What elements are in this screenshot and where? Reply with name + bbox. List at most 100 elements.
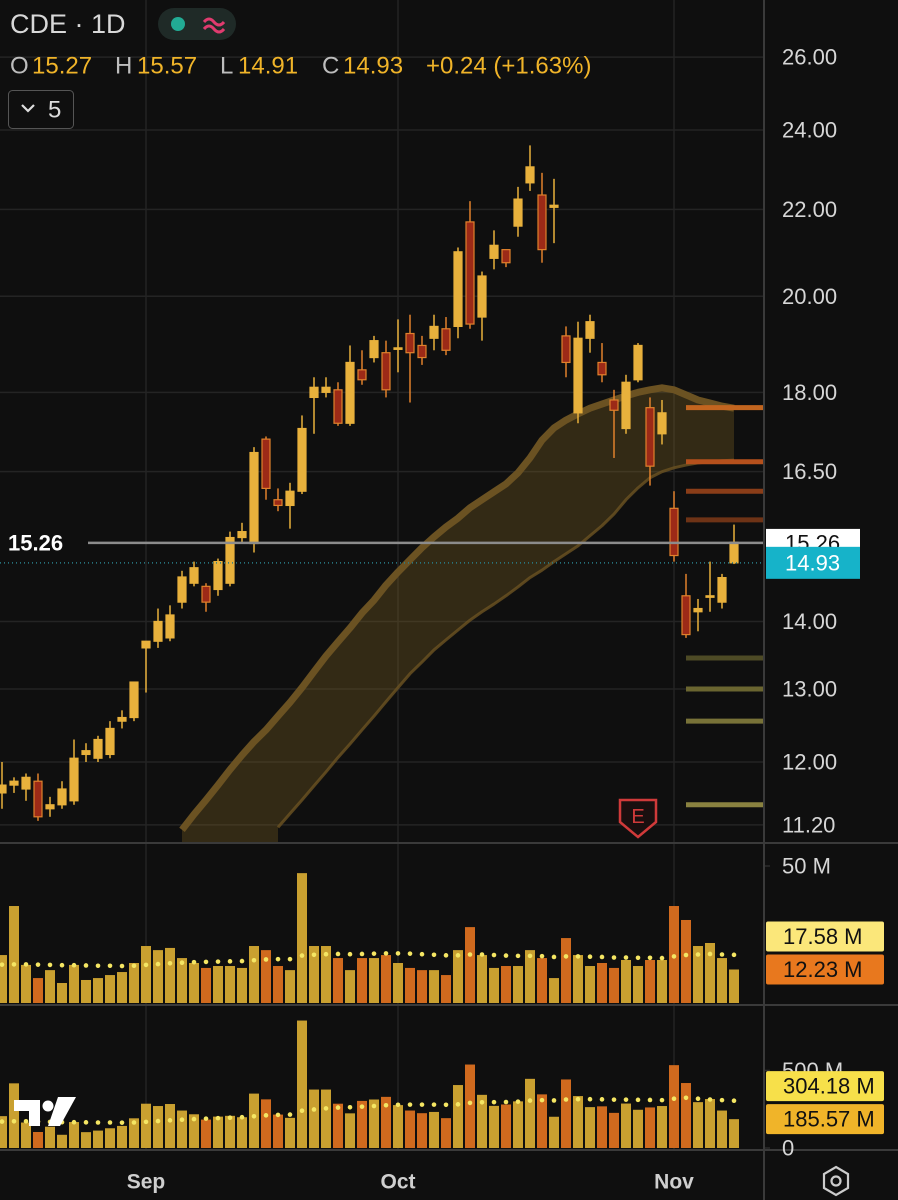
x-tick-label: Oct	[380, 1171, 415, 1194]
value-tag-label: 17.58 M	[783, 924, 863, 949]
volume-bar	[393, 963, 403, 1003]
volume-bar	[249, 1093, 259, 1148]
volume-bar	[249, 946, 259, 1003]
ma-dot	[143, 962, 149, 968]
volume-bar	[705, 1099, 715, 1148]
ma-dot	[551, 954, 557, 960]
ma-dot	[35, 962, 41, 967]
volume-bar	[477, 955, 487, 1003]
ma-dot	[227, 959, 233, 964]
y-tick-label: 12.00	[782, 750, 837, 775]
volume-bar	[9, 1083, 19, 1148]
status-pill[interactable]	[158, 8, 236, 40]
ma-dot	[71, 1119, 77, 1125]
volume-bar	[57, 1134, 67, 1148]
ma-dot	[179, 960, 185, 966]
candle-body	[285, 490, 295, 507]
candle-body	[417, 344, 427, 359]
value-tag	[766, 954, 884, 985]
volume-bar	[225, 1115, 235, 1148]
ma-dot	[551, 1098, 557, 1103]
candle-body	[453, 251, 463, 328]
candle-body	[0, 784, 7, 794]
volume-bar	[549, 1116, 559, 1148]
ma-dot	[731, 952, 737, 958]
earnings-marker[interactable]	[618, 798, 658, 839]
ma-dot	[167, 960, 173, 966]
status-dot	[171, 17, 185, 31]
volume-bar	[69, 964, 79, 1003]
price-pane	[0, 145, 764, 843]
volume-bar	[129, 963, 139, 1003]
ma-dot	[407, 951, 413, 956]
ma-dot	[251, 1113, 257, 1119]
logo	[48, 1097, 76, 1126]
ma-dot	[371, 1103, 377, 1109]
candle-body	[633, 344, 643, 381]
ma-dot	[563, 1097, 569, 1102]
ma-dot	[587, 954, 593, 959]
ohlc-value: 15.27	[32, 53, 92, 80]
candle-body	[321, 386, 331, 393]
candle-body	[381, 352, 391, 391]
settings-icon[interactable]	[822, 1165, 850, 1197]
volume-bar	[273, 966, 283, 1003]
ma-dot	[311, 1107, 317, 1112]
logo	[42, 1100, 54, 1112]
ma-dot	[455, 1102, 461, 1107]
ma-dot	[0, 962, 5, 967]
y-tick-label: 14.00	[782, 609, 837, 634]
candle-body	[501, 249, 511, 264]
volume-bar	[489, 967, 499, 1003]
candle-body	[249, 451, 259, 545]
ma-dot	[0, 1119, 5, 1124]
volume-bar	[309, 1089, 319, 1148]
candle-body	[237, 531, 247, 539]
ma-dot	[623, 955, 629, 960]
ma-dot	[215, 1115, 221, 1121]
ma-dot	[287, 1112, 293, 1117]
candle-body	[141, 640, 151, 649]
ohlc-label: L	[220, 53, 233, 80]
ma-dot	[671, 1096, 677, 1102]
value-tag	[766, 1104, 884, 1135]
plot-layer	[0, 145, 764, 1148]
volume-bar	[105, 975, 115, 1003]
ma-dot	[467, 952, 473, 957]
candle-body	[57, 788, 67, 806]
ma-dot	[311, 952, 317, 958]
chart-title: CDE · 1D	[10, 9, 126, 39]
candle-body	[81, 750, 91, 756]
y-tick-label: 16.50	[782, 459, 837, 484]
candle-body	[717, 577, 727, 603]
volume-bar	[213, 966, 223, 1003]
ohlc-value: 14.91	[238, 53, 298, 80]
volume-bar	[441, 1118, 451, 1148]
volume-bar	[33, 978, 43, 1003]
volume-bar	[33, 1131, 43, 1148]
candle-body	[609, 399, 619, 411]
ma-dot	[83, 1120, 89, 1125]
ma-dot	[599, 1097, 605, 1102]
volume-bar	[705, 943, 715, 1003]
volume-bar	[321, 1089, 331, 1148]
candle-body	[105, 727, 115, 756]
indicator-count: 5	[48, 97, 61, 124]
volume-bar	[405, 1110, 415, 1148]
candle-body	[45, 804, 55, 810]
volume-bar	[381, 955, 391, 1003]
volume-bar	[465, 927, 475, 1003]
ma-dot	[131, 1120, 137, 1125]
ma-dot	[695, 952, 701, 957]
volume-bar	[201, 1119, 211, 1148]
ma-dot	[119, 1120, 125, 1125]
y-tick-label: 0	[782, 1136, 794, 1161]
value-tag-label: 185.57 M	[783, 1107, 875, 1132]
volume-bar	[21, 964, 31, 1003]
ma-dot	[647, 955, 653, 961]
ma-dot	[575, 1096, 581, 1102]
x-tick-label: Nov	[654, 1171, 694, 1194]
indicator-toggle[interactable]	[8, 90, 74, 129]
candle-body	[477, 275, 487, 318]
